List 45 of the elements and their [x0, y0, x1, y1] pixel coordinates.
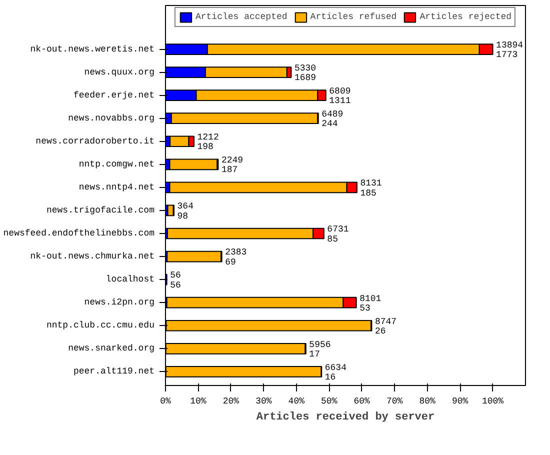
x-tick-label: 100%	[482, 396, 504, 406]
y-tick-label: news.corradoroberto.it	[36, 136, 155, 146]
text: 364 98	[177, 202, 194, 222]
y-tick-label: nntp.comgw.net	[78, 159, 155, 170]
text: 56 56	[170, 270, 181, 290]
x-tick-label: 10%	[190, 396, 207, 406]
text: 8131 185	[360, 178, 382, 198]
x-tick-label: 20%	[222, 396, 240, 406]
y-tick-label: nk-out.news.chmurka.net	[30, 252, 155, 262]
legend-label: Articles accepted	[195, 12, 288, 22]
y-tick-label: peer.alt119.net	[73, 366, 154, 377]
text: 8101 53	[360, 294, 382, 314]
text: 6809 1311	[329, 86, 351, 106]
x-tick-label: 40%	[288, 396, 306, 406]
x-tick-label: 70%	[386, 396, 404, 406]
y-tick-label: nk-out.news.weretis.net	[30, 44, 155, 54]
x-tick-label: 60%	[354, 396, 371, 406]
x-tick-label: 0%	[160, 396, 172, 406]
text: 13894 1773	[496, 40, 524, 60]
text: 5956 17	[309, 340, 331, 360]
y-tick-label: feeder.erje.net	[73, 90, 154, 100]
x-tick-label: 30%	[256, 396, 272, 406]
x-axis-title: Articles received by server	[256, 412, 435, 424]
text: 2249 187	[221, 156, 244, 176]
y-tick-label: news.trigofacile.com	[46, 205, 155, 216]
y-tick-label: localhost	[106, 274, 154, 285]
x-tick-label: 80%	[419, 396, 436, 406]
y-tick-label: news.nntp4.net	[78, 182, 155, 192]
x-tick-label: 50%	[321, 396, 338, 406]
legend-label: Articles refused	[310, 12, 397, 22]
y-tick-label: newsfeed.endofthelinebbs.com	[3, 228, 155, 238]
x-tick-label: 90%	[452, 396, 469, 406]
text: 6489 244	[322, 110, 344, 130]
y-tick-label: nntp.club.cc.cmu.edu	[46, 320, 155, 331]
text: 6731 85	[327, 224, 349, 244]
legend-label: Articles rejected	[420, 12, 512, 22]
text: 8747 26	[374, 316, 397, 336]
y-tick-label: news.i2pn.org	[84, 298, 155, 308]
text: 5330 1689	[294, 63, 316, 84]
text: 2383 69	[225, 248, 247, 268]
text: 1212 198	[197, 132, 219, 152]
y-tick-label: news.novabbs.org	[68, 113, 155, 124]
y-tick-label: news.quux.org	[84, 67, 155, 78]
y-tick-label: news.snarked.org	[68, 344, 155, 354]
text: 6634 16	[324, 362, 346, 383]
